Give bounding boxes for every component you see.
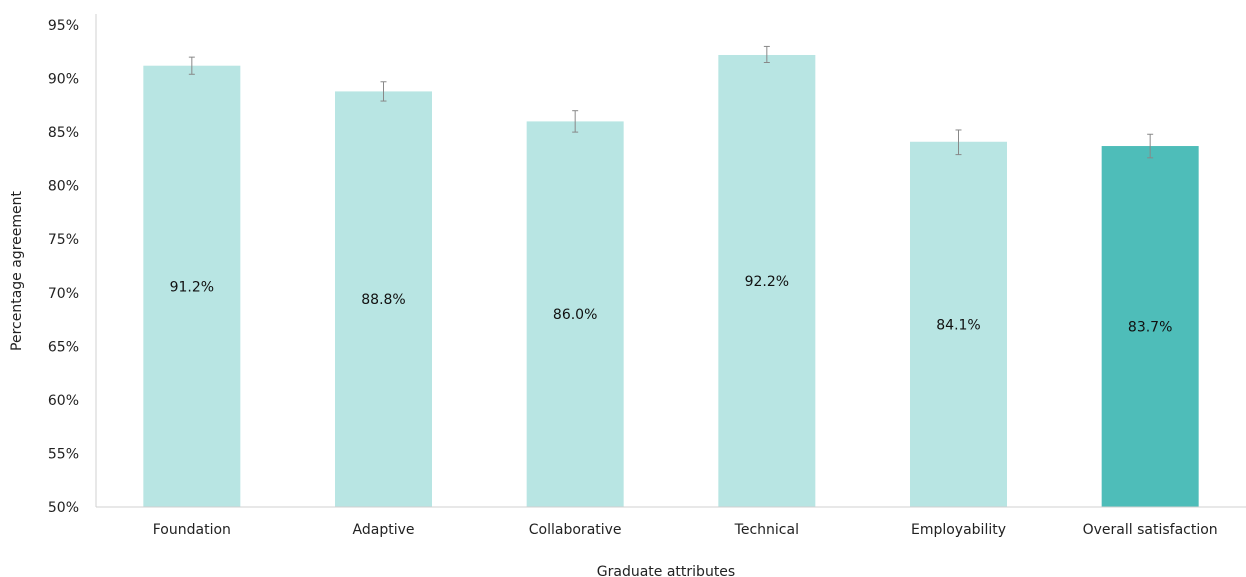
y-tick-label: 70%	[48, 286, 79, 302]
data-label: 84.1%	[936, 317, 980, 333]
y-tick-label: 55%	[48, 446, 79, 462]
bar	[526, 121, 624, 508]
data-labels: 91.2% 88.8% 86.0% 92.2% 84.1% 83.7%	[170, 274, 1173, 336]
y-tick-label: 65%	[48, 339, 79, 355]
x-tick-label: Adaptive	[353, 522, 415, 538]
x-tick-label: Overall satisfaction	[1083, 522, 1218, 538]
error-bar	[955, 129, 962, 156]
x-tick-label: Technical	[734, 522, 799, 538]
bar	[910, 141, 1007, 508]
bar	[718, 54, 816, 507]
x-tick-label: Foundation	[153, 522, 231, 538]
y-tick-label: 50%	[48, 500, 79, 516]
y-tick-label: 95%	[48, 18, 79, 34]
bar	[143, 65, 241, 508]
data-label: 92.2%	[745, 274, 789, 290]
error-bar	[188, 56, 195, 75]
data-label: 91.2%	[170, 279, 214, 295]
error-bar	[572, 110, 579, 133]
y-tick-label: 75%	[48, 232, 79, 248]
error-bar	[763, 45, 770, 63]
y-axis-title: Percentage agreement	[9, 191, 25, 351]
data-label: 86.0%	[553, 307, 597, 323]
bar	[1101, 146, 1199, 507]
error-bar	[1147, 133, 1154, 159]
y-tick-label: 90%	[48, 72, 79, 88]
bar	[335, 91, 432, 508]
y-tick-label: 85%	[48, 125, 79, 141]
x-axis-title: Graduate attributes	[597, 564, 735, 577]
x-axis-category-labels: Foundation Adaptive Collaborative Technical…	[153, 522, 1218, 538]
x-tick-label: Employability	[911, 522, 1006, 538]
x-tick-label: Collaborative	[529, 522, 622, 538]
y-tick-label: 60%	[48, 393, 79, 409]
data-label: 88.8%	[361, 292, 405, 308]
y-tick-label: 80%	[48, 179, 79, 195]
data-label: 83.7%	[1128, 320, 1172, 336]
bars	[143, 54, 1199, 508]
y-axis-ticks: 50% 55% 60% 65% 70% 75% 80% 85% 90% 95%	[48, 18, 79, 516]
error-bars	[188, 45, 1154, 159]
error-bar	[380, 81, 387, 102]
